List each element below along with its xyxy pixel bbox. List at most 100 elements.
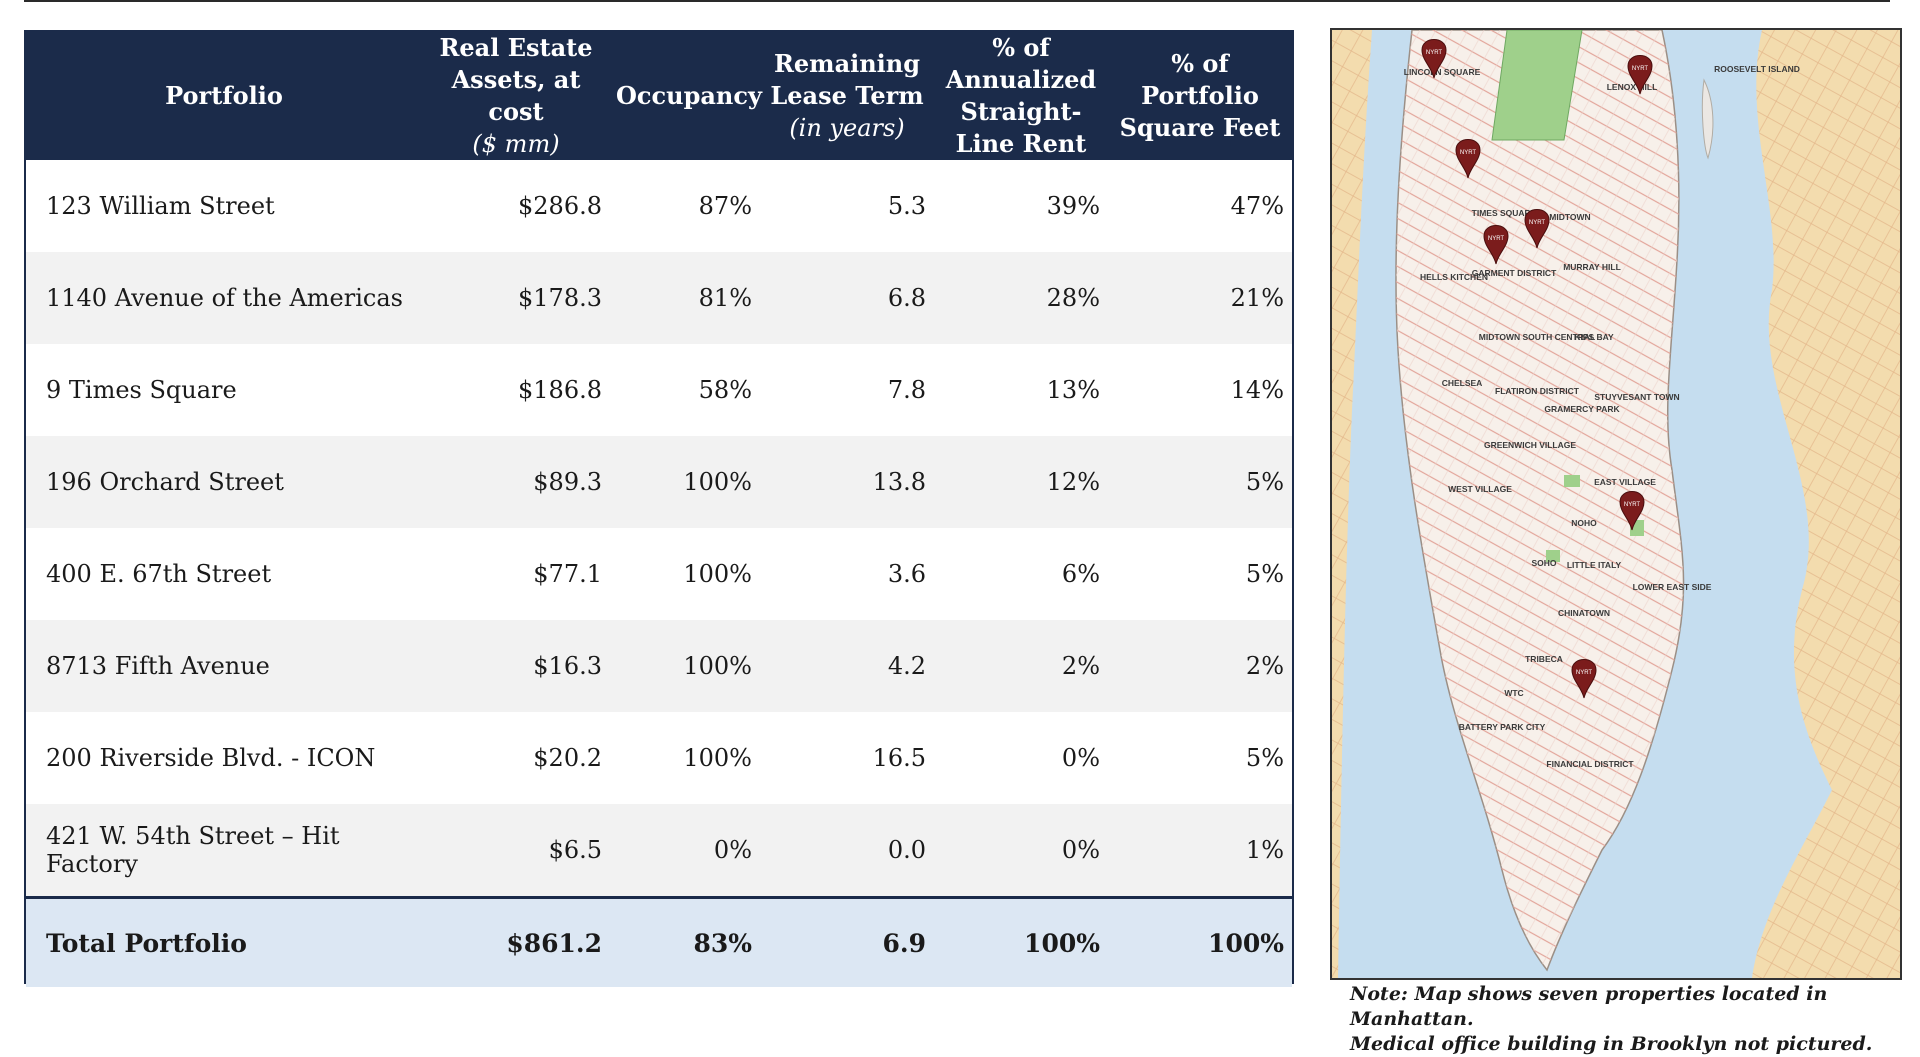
table-row: 421 W. 54th Street – Hit Factory $6.5 0%…: [26, 804, 1292, 898]
map-marker-icon: NYRT: [1571, 659, 1597, 699]
header-lease-term: Remaining Lease Term (in years): [760, 32, 934, 160]
cell-rent: 28%: [934, 252, 1108, 344]
cell-sqft: 5%: [1108, 436, 1292, 528]
label-greenwich-village: GREENWICH VILLAGE: [1484, 440, 1576, 450]
cell-rent: 0%: [934, 804, 1108, 898]
cell-assets: $20.2: [533, 744, 602, 772]
cell-assets: $77.1: [533, 560, 602, 588]
cell-lease: 16.5: [872, 744, 926, 772]
map-marker-icon: NYRT: [1627, 55, 1653, 95]
marker-label: NYRT: [1576, 670, 1593, 676]
cell-name: 421 W. 54th Street – Hit Factory: [26, 804, 422, 898]
table-header: Portfolio Real Estate Assets, at cost ($ …: [26, 32, 1292, 160]
cell-name: 196 Orchard Street: [26, 436, 422, 528]
cell-name: 123 William Street: [46, 192, 275, 220]
cell-occupancy: 100%: [610, 436, 760, 528]
property-markers: NYRT NYRT NYRT NYRT NYRT NYRT: [1421, 39, 1653, 699]
roosevelt-island-shape: [1701, 78, 1714, 160]
table-row: 8713 Fifth Avenue $16.3 100% 4.2 2% 2%: [26, 620, 1292, 712]
header-occupancy: Occupancy: [610, 32, 762, 160]
cell-lease: 0.0: [760, 804, 934, 898]
marker-label: NYRT: [1632, 66, 1649, 72]
header-assets: Real Estate Assets, at cost ($ mm): [422, 32, 610, 160]
cell-sqft: 1%: [1108, 804, 1292, 898]
map-note-line2: Medical office building in Brooklyn not …: [1350, 1033, 1873, 1055]
label-midtown-south-central: MIDTOWN SOUTH CENTRAL: [1479, 332, 1595, 342]
header-rent-pct: % of Annualized Straight-Line Rent: [934, 32, 1108, 160]
label-midtown: MIDTOWN: [1549, 212, 1590, 222]
portfolio-table-container: Portfolio Real Estate Assets, at cost ($ …: [24, 30, 1294, 987]
header-sqft-pct: % of Portfolio Square Feet: [1108, 32, 1292, 160]
total-sqft: 100%: [1108, 896, 1292, 987]
cell-occupancy: 81%: [610, 252, 760, 344]
cell-occupancy: 100%: [610, 620, 760, 712]
label-east-village: EAST VILLAGE: [1594, 477, 1656, 487]
cell-rent: 13%: [1046, 376, 1100, 404]
label-murray-hill: MURRAY HILL: [1563, 262, 1621, 272]
total-lease: 6.9: [760, 896, 934, 987]
table-row: 200 Riverside Blvd. - ICON $20.2 100% 16…: [26, 712, 1292, 804]
label-gramercy-park: GRAMERCY PARK: [1544, 404, 1620, 414]
cell-occupancy: 100%: [683, 744, 752, 772]
total-assets: $861.2: [422, 896, 610, 987]
map-marker-icon: NYRT: [1524, 209, 1550, 249]
total-name: Total Portfolio: [26, 896, 422, 987]
union-square-park: [1564, 475, 1580, 487]
table-total-row: Total Portfolio $861.2 83% 6.9 100% 100%: [26, 896, 1292, 987]
header-portfolio: Portfolio: [26, 32, 422, 160]
map-marker-icon: NYRT: [1455, 139, 1481, 179]
cell-assets: $186.8: [518, 376, 602, 404]
cell-lease: 6.8: [760, 252, 934, 344]
cell-rent: 6%: [1061, 560, 1100, 588]
cell-occupancy: 87%: [698, 192, 752, 220]
map-marker-icon: NYRT: [1483, 225, 1509, 265]
marker-label: NYRT: [1426, 50, 1443, 56]
cell-lease: 3.6: [887, 560, 926, 588]
new-jersey-streets: [1332, 30, 1372, 978]
label-tribeca: TRIBECA: [1525, 654, 1563, 664]
top-rule: [24, 0, 1890, 2]
manhattan-map: LINCOLN SQUARE LENOX HILL ROOSEVELT ISLA…: [1330, 28, 1902, 980]
cell-sqft: 21%: [1108, 252, 1292, 344]
map-canvas: LINCOLN SQUARE LENOX HILL ROOSEVELT ISLA…: [1332, 30, 1900, 978]
cell-sqft: 5%: [1245, 744, 1284, 772]
cell-name: 1140 Avenue of the Americas: [26, 252, 422, 344]
label-chelsea: CHELSEA: [1442, 378, 1483, 388]
cell-name: 9 Times Square: [46, 376, 237, 404]
label-little-italy: LITTLE ITALY: [1567, 560, 1622, 570]
cell-assets: $178.3: [422, 252, 610, 344]
label-lenox-hill: LENOX HILL: [1607, 82, 1658, 92]
label-garment-district: GARMENT DISTRICT: [1472, 268, 1557, 278]
label-financial-district: FINANCIAL DISTRICT: [1546, 759, 1634, 769]
cell-lease: 5.3: [887, 192, 926, 220]
label-lincoln-square: LINCOLN SQUARE: [1404, 67, 1481, 77]
label-chinatown: CHINATOWN: [1558, 608, 1610, 618]
marker-label: NYRT: [1624, 502, 1641, 508]
table-row: 9 Times Square $186.8 58% 7.8 13% 14%: [26, 344, 1292, 436]
cell-name: 8713 Fifth Avenue: [26, 620, 422, 712]
table-row: 196 Orchard Street $89.3 100% 13.8 12% 5…: [26, 436, 1292, 528]
label-stuyvesant-town: STUYVESANT TOWN: [1594, 392, 1679, 402]
cell-sqft: 2%: [1108, 620, 1292, 712]
cell-lease: 4.2: [760, 620, 934, 712]
map-note: Note: Map shows seven properties located…: [1350, 982, 1910, 1057]
label-west-village: WEST VILLAGE: [1448, 484, 1512, 494]
table-row: 400 E. 67th Street $77.1 100% 3.6 6% 5%: [26, 528, 1292, 620]
marker-label: NYRT: [1460, 150, 1477, 156]
cell-sqft: 5%: [1245, 560, 1284, 588]
label-wtc: WTC: [1504, 688, 1523, 698]
label-lower-east-side: LOWER EAST SIDE: [1633, 582, 1712, 592]
cell-sqft: 47%: [1230, 192, 1284, 220]
washington-square-park: [1546, 550, 1560, 562]
cell-name: 200 Riverside Blvd. - ICON: [46, 744, 376, 772]
label-kips-bay: KIPS BAY: [1574, 332, 1614, 342]
marker-label: NYRT: [1488, 236, 1505, 242]
label-roosevelt-island: ROOSEVELT ISLAND: [1714, 64, 1800, 74]
cell-rent: 2%: [934, 620, 1108, 712]
total-occupancy: 83%: [610, 896, 760, 987]
cell-name: 400 E. 67th Street: [46, 560, 272, 588]
cell-lease: 7.8: [887, 376, 926, 404]
cell-sqft: 14%: [1230, 376, 1284, 404]
cell-occupancy: 0%: [610, 804, 760, 898]
table-row: 123 William Street $286.8 87% 5.3 39% 47…: [26, 160, 1292, 252]
